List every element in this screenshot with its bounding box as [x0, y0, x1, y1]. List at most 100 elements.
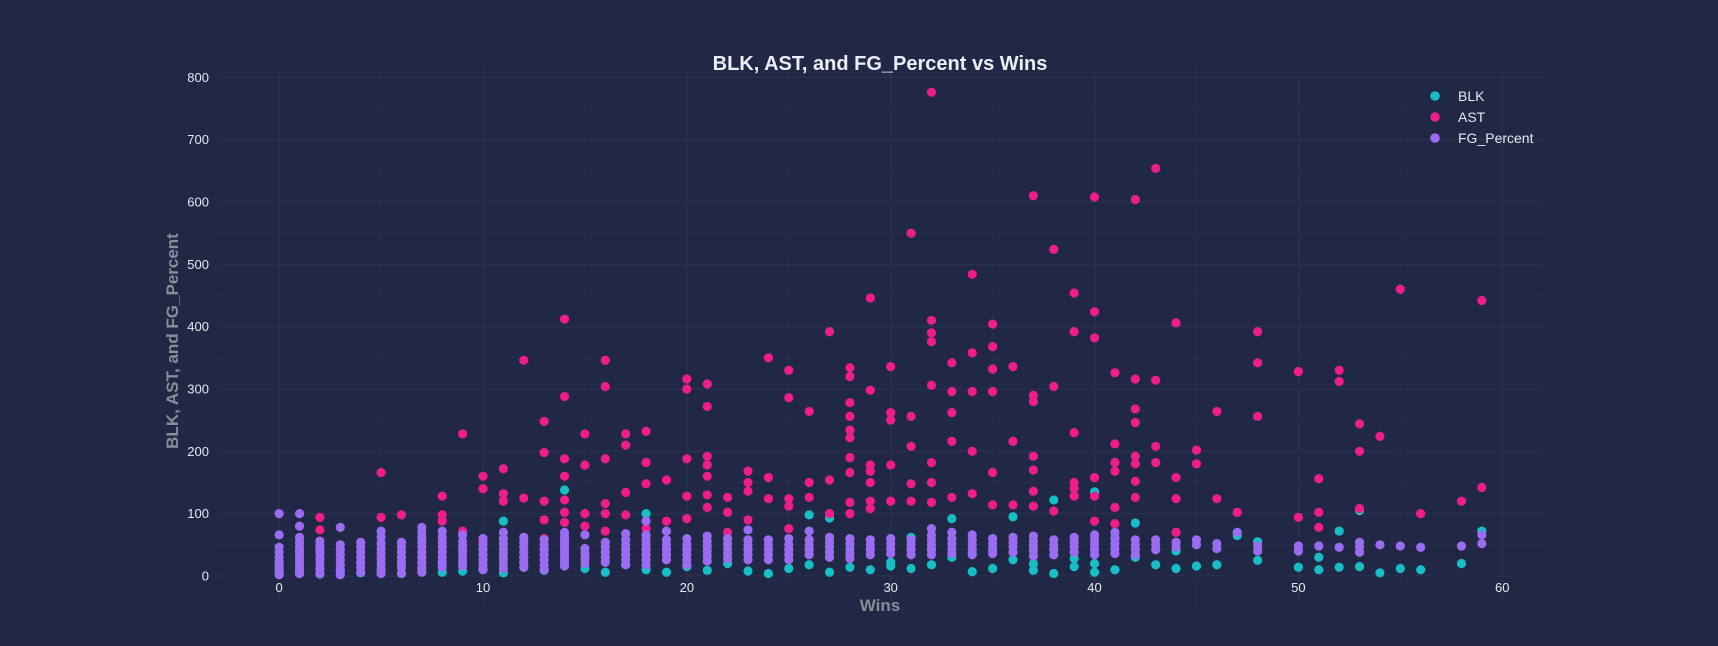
- data-point: [886, 496, 896, 506]
- data-point: [1456, 496, 1467, 506]
- data-point: [784, 501, 794, 511]
- data-point: [967, 446, 977, 456]
- data-point: [1028, 501, 1038, 511]
- x-tick-label: 30: [883, 580, 897, 595]
- data-point: [621, 440, 631, 450]
- data-point: [1008, 512, 1018, 522]
- data-point: [1212, 494, 1222, 504]
- data-point: [335, 570, 345, 580]
- data-point: [988, 386, 998, 397]
- data-point: [376, 512, 386, 522]
- data-point: [865, 293, 875, 303]
- data-point: [804, 510, 814, 520]
- data-point: [1151, 441, 1161, 451]
- data-point: [845, 497, 855, 508]
- data-point: [886, 548, 896, 559]
- data-point: [315, 512, 325, 522]
- data-point: [1375, 431, 1385, 441]
- data-point: [702, 556, 712, 566]
- data-point: [539, 416, 549, 426]
- data-point: [1171, 542, 1181, 552]
- data-point: [294, 509, 305, 519]
- data-point: [824, 509, 835, 519]
- x-tick-label: 20: [680, 580, 694, 595]
- data-point: [559, 507, 570, 517]
- data-point: [743, 486, 753, 496]
- data-point: [641, 457, 651, 468]
- data-point: [784, 393, 794, 403]
- data-point: [621, 510, 631, 520]
- legend-label: BLK: [1458, 88, 1485, 104]
- data-point: [335, 522, 345, 532]
- data-point: [763, 494, 773, 504]
- data-point: [926, 380, 937, 390]
- data-point: [1395, 541, 1405, 551]
- data-point: [539, 515, 549, 525]
- data-point: [1089, 491, 1100, 501]
- data-point: [682, 560, 692, 570]
- data-point: [1151, 545, 1161, 555]
- data-point: [274, 530, 284, 540]
- data-point: [865, 565, 875, 575]
- data-point: [988, 341, 998, 352]
- data-point: [845, 452, 855, 463]
- data-point: [1130, 194, 1140, 205]
- data-point: [1028, 451, 1038, 461]
- data-point: [865, 496, 875, 506]
- data-point: [845, 509, 855, 519]
- data-point: [294, 568, 305, 579]
- data-point: [1008, 555, 1018, 565]
- data-point: [1395, 563, 1405, 574]
- data-point: [1477, 538, 1487, 549]
- data-point: [621, 560, 631, 570]
- data-point: [1354, 562, 1365, 572]
- y-axis-title: BLK, AST, and FG_Percent: [163, 233, 182, 449]
- data-point: [1110, 502, 1120, 512]
- data-point: [539, 447, 549, 458]
- data-point: [1110, 548, 1120, 559]
- data-point: [947, 514, 957, 524]
- data-point: [498, 516, 508, 526]
- data-point: [702, 502, 712, 512]
- data-point: [396, 510, 407, 520]
- data-point: [906, 411, 916, 421]
- data-point: [743, 515, 753, 525]
- data-point: [763, 353, 773, 363]
- data-point: [1253, 327, 1263, 337]
- data-point: [1049, 550, 1059, 560]
- data-point: [559, 314, 570, 324]
- x-tick-label: 10: [476, 580, 490, 595]
- data-point: [1069, 327, 1079, 337]
- data-point: [1334, 365, 1344, 375]
- data-point: [1334, 542, 1344, 552]
- data-point: [1354, 446, 1365, 456]
- data-point: [1253, 546, 1263, 556]
- data-point: [702, 401, 712, 412]
- data-point: [906, 441, 916, 451]
- data-point: [1212, 543, 1222, 554]
- data-point: [1069, 547, 1079, 557]
- data-point: [1253, 411, 1263, 421]
- data-point: [1110, 519, 1120, 529]
- data-point: [1456, 541, 1467, 551]
- data-point: [947, 408, 957, 418]
- data-point: [702, 460, 712, 470]
- data-point: [1416, 542, 1426, 552]
- data-point: [559, 471, 570, 481]
- data-point: [743, 555, 753, 565]
- data-point: [1028, 396, 1038, 407]
- data-point: [600, 499, 610, 509]
- data-point: [1130, 476, 1140, 486]
- data-point: [1110, 457, 1120, 468]
- data-point: [967, 566, 977, 577]
- data-point: [1456, 558, 1467, 569]
- data-point: [661, 475, 672, 485]
- data-point: [967, 489, 977, 499]
- data-point: [478, 471, 488, 481]
- data-point: [1110, 439, 1120, 449]
- data-point: [478, 484, 488, 494]
- data-point: [519, 493, 529, 503]
- data-point: [315, 525, 325, 535]
- series-ast: [315, 87, 1487, 569]
- data-point: [437, 491, 447, 501]
